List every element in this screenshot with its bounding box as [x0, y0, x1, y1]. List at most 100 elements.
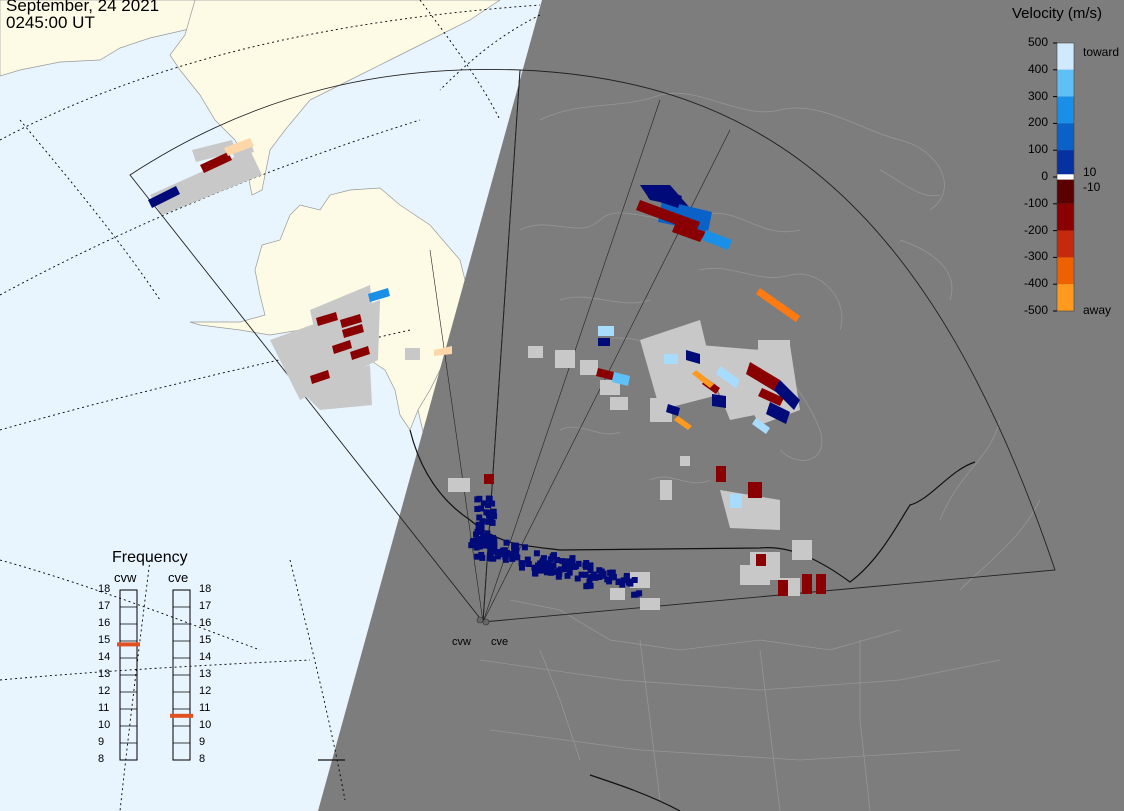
frequency-tick-label: 14: [199, 651, 212, 663]
near-range-cell: [501, 547, 508, 554]
near-range-cell: [569, 555, 576, 562]
colorbar-tick-label: -400: [1023, 276, 1048, 291]
near-range-cell: [559, 558, 566, 565]
near-range-cell: [474, 553, 481, 560]
velocity-cells: [148, 138, 826, 596]
near-range-cell: [631, 577, 638, 583]
near-range-cell: [488, 515, 495, 522]
date-label: September, 24 2021: [6, 0, 160, 15]
near-range-cell: [468, 542, 475, 549]
near-range-cell: [487, 547, 494, 554]
frequency-tick-label: 13: [98, 668, 111, 680]
near-range-cell: [543, 565, 550, 571]
colorbar-segment: [1057, 179, 1074, 204]
frequency-tick-label: 11: [98, 702, 110, 714]
near-range-cell: [589, 574, 596, 580]
colorbar-away-label: away: [1083, 303, 1112, 317]
near-range-cell: [490, 555, 497, 562]
near-range-cell: [476, 514, 483, 521]
frequency-indicator: [117, 589, 193, 761]
colorbar-segment: [1057, 69, 1074, 97]
station-label-cvw: cvw: [452, 636, 471, 648]
near-range-cell: [626, 579, 632, 586]
colorbar-title: Velocity (m/s): [1012, 5, 1103, 22]
frequency-tick-label: 16: [98, 617, 111, 629]
near-range-cell: [491, 548, 498, 555]
graticule: [0, 0, 541, 811]
near-range-cell: [525, 561, 532, 567]
near-range-cell: [582, 571, 589, 578]
colorbar-threshold-positive: 10: [1083, 165, 1097, 179]
near-range-cell: [537, 560, 544, 567]
near-range-cell: [489, 534, 496, 541]
frequency-marker-cvw: [117, 642, 140, 647]
frequency-tick-label: 14: [98, 651, 111, 663]
frequency-tick-label: 11: [199, 702, 211, 714]
colorbar-tick-label: 0: [1041, 169, 1048, 183]
near-range-cell: [478, 505, 485, 512]
frequency-tick-label: 12: [98, 685, 111, 697]
near-range-cell: [486, 495, 493, 502]
near-range-cell: [490, 508, 497, 515]
frequency-tick-label: 8: [199, 753, 206, 765]
near-range-cell: [623, 574, 630, 581]
frequency-tick-label: 16: [199, 617, 212, 629]
near-range-cell: [474, 528, 481, 535]
colorbar-segment: [1057, 123, 1074, 151]
frequency-tick-label: 10: [199, 719, 212, 731]
near-range-cell: [607, 569, 614, 576]
near-range-cell: [574, 575, 581, 582]
near-range-cell: [609, 574, 615, 581]
near-range-cell: [543, 569, 550, 576]
near-range-cell: [475, 524, 482, 531]
near-range-cell: [555, 567, 562, 574]
near-range-cell: [469, 539, 476, 546]
time-label: 0245:00 UT: [6, 13, 95, 32]
near-range-cell: [503, 539, 510, 546]
near-range-cell: [532, 565, 539, 572]
near-range-cell: [575, 560, 582, 567]
near-range-cell: [489, 519, 496, 526]
colorbar-segment: [1057, 174, 1074, 180]
frequency-tick-label: 17: [199, 600, 212, 612]
near-range-cell: [524, 556, 531, 563]
near-range-cell: [587, 562, 594, 569]
near-range-cell: [582, 562, 589, 569]
near-range-cell: [606, 578, 613, 585]
colorbar-tick-label: -300: [1023, 249, 1048, 264]
near-range-cell: [586, 578, 593, 585]
near-range-cell: [578, 571, 585, 578]
near-range-cell: [599, 572, 606, 579]
near-range-cell: [619, 581, 626, 588]
frequency-tick-label: 17: [98, 600, 111, 612]
near-range-cell: [485, 518, 492, 525]
frequency-tick-label: 13: [199, 668, 212, 680]
near-range-cell: [539, 567, 546, 574]
frequency-radar-label-cvw: cvw: [114, 570, 137, 585]
colorbar-tick-label: 200: [1027, 115, 1048, 130]
near-range-cell: [491, 542, 498, 549]
colorbar-tick-label: -500: [1023, 303, 1048, 317]
near-range-cell: [486, 536, 493, 543]
colorbar-segment: [1057, 257, 1074, 285]
colorbar-tick-label: 500: [1027, 35, 1048, 49]
near-range-cell: [566, 569, 573, 576]
frequency-tick-label: 15: [98, 634, 111, 646]
frequency-tick-label: 9: [199, 736, 206, 748]
colorbar-segment: [1057, 284, 1074, 311]
frequency-tick-label: 12: [199, 685, 212, 697]
frequency-tick-label: 18: [98, 583, 111, 595]
near-range-cell: [555, 573, 562, 580]
velocity-colorbar: [1053, 42, 1075, 312]
near-range-cell: [587, 567, 594, 574]
near-range-cell: [631, 591, 638, 598]
near-range-cell: [521, 544, 528, 551]
frequency-tick-label: 15: [199, 634, 212, 646]
colorbar-segment: [1057, 203, 1074, 231]
near-range-cell: [513, 550, 520, 556]
near-range-cell: [477, 542, 484, 549]
frequency-tick-label: 9: [98, 736, 105, 748]
near-range-cell: [494, 553, 501, 560]
frequency-radar-label-cve: cve: [168, 570, 189, 585]
